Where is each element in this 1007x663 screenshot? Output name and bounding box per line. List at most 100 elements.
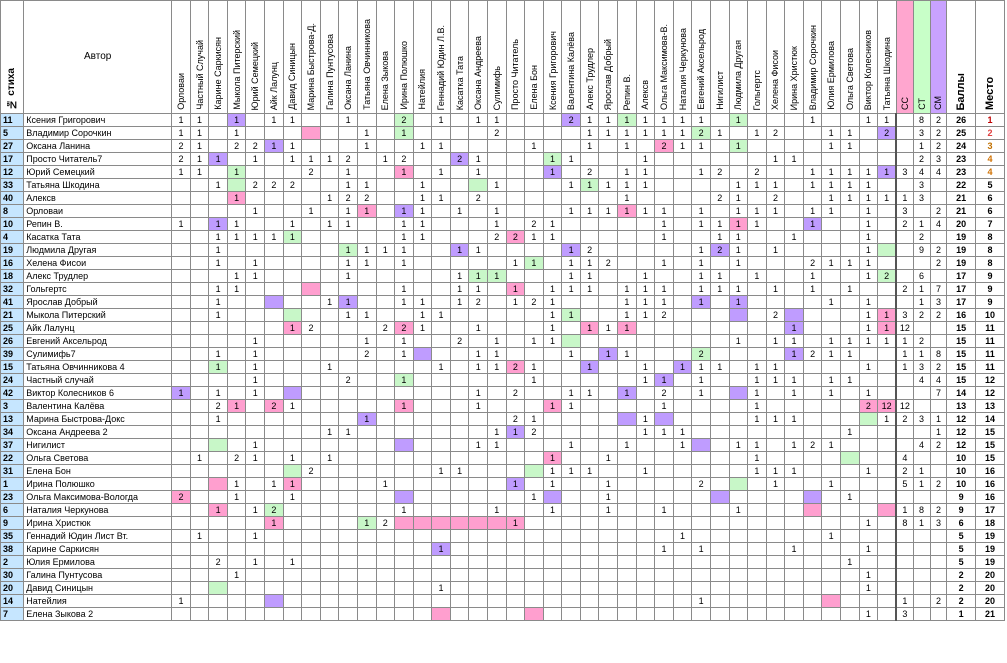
score-cell: 1: [486, 425, 507, 439]
score-cell: [821, 282, 841, 296]
score-cell: [301, 243, 321, 257]
ct-cell: 8: [912, 503, 931, 517]
score-cell: [245, 425, 266, 439]
score-cell: [747, 321, 767, 335]
score-cell: [412, 438, 433, 452]
score-cell: [319, 581, 340, 595]
score-cell: 2: [356, 347, 377, 361]
score-cell: [226, 373, 247, 387]
place-cell: 12: [974, 373, 1006, 387]
cc-cell: 2: [895, 217, 914, 231]
score-cell: [784, 425, 804, 439]
cc-cell: 1: [895, 594, 914, 608]
place-cell: 9: [974, 295, 1006, 309]
score-cell: [784, 581, 804, 595]
score-cell: [598, 282, 619, 296]
score-cell: [245, 516, 266, 530]
table-row: 32 Гольгертс 1 1 1 1 1 1 1 1 1 1 1 1 1 1 1 1 1 1 2 1 7 17 9: [0, 282, 1006, 296]
score-cell: [208, 321, 228, 335]
score-cell: 1: [858, 542, 879, 556]
score-cell: [394, 425, 414, 439]
score-cell: [449, 386, 470, 400]
score-cell: 2: [765, 308, 786, 322]
score-cell: [728, 152, 749, 166]
score-cell: [171, 542, 191, 556]
score-cell: [375, 334, 396, 348]
score-cell: [431, 529, 451, 543]
score-cell: [709, 347, 730, 361]
score-cell: 1: [208, 230, 228, 244]
score-cell: [171, 503, 191, 517]
score-cell: [338, 438, 358, 452]
score-cell: [375, 594, 396, 608]
table-row: 9 Ирина Христюк 1 1 2 1 1 8 1 3 6 18: [0, 516, 1006, 530]
table-row: 42 Виктор Колесников 6 1 1 1 1 2 1 1 1 2 1 1 1 1 1 7 14 12: [0, 386, 1006, 400]
row-number: 18: [0, 269, 25, 283]
header-judge: Галина Пунтусова: [319, 0, 340, 114]
place-cell: 11: [974, 334, 1006, 348]
score-cell: [542, 412, 563, 426]
score-cell: 1: [635, 425, 656, 439]
score-cell: [747, 191, 767, 205]
score-cell: 1: [319, 360, 340, 374]
score-cell: [226, 581, 247, 595]
score-cell: [635, 490, 656, 504]
score-cell: 1: [728, 113, 749, 127]
table-row: 14 Натейлия 1 1 1 2 2 20: [0, 594, 1006, 608]
score-cell: [189, 503, 210, 517]
score-cell: 1: [858, 568, 879, 582]
score-cell: 1: [245, 555, 266, 569]
score-cell: 1: [784, 230, 804, 244]
score-cell: 1: [765, 152, 786, 166]
score-cell: [691, 438, 711, 452]
score-cell: [784, 477, 804, 491]
points-cell: 13: [946, 399, 976, 413]
score-cell: 1: [691, 373, 711, 387]
score-cell: [486, 529, 507, 543]
score-cell: 1: [486, 113, 507, 127]
score-cell: [412, 373, 433, 387]
score-cell: 1: [245, 152, 266, 166]
score-cell: [282, 334, 303, 348]
score-cell: [301, 360, 321, 374]
score-cell: [319, 165, 340, 179]
row-number: 37: [0, 438, 25, 452]
score-cell: 1: [226, 191, 247, 205]
row-author: Орловаи: [23, 204, 173, 218]
score-cell: [505, 568, 526, 582]
place-cell: 21: [974, 607, 1006, 621]
score-cell: 1: [709, 269, 730, 283]
score-cell: [728, 581, 749, 595]
score-cell: [709, 386, 730, 400]
score-cell: 1: [282, 217, 303, 231]
row-number: 6: [0, 503, 25, 517]
row-author: Елена Зыкова 2: [23, 607, 173, 621]
score-cell: 1: [617, 165, 637, 179]
score-cell: [839, 321, 860, 335]
score-cell: [412, 503, 433, 517]
score-cell: [877, 373, 897, 387]
score-cell: [821, 308, 841, 322]
score-cell: [821, 594, 841, 608]
score-cell: [858, 282, 879, 296]
score-cell: [654, 477, 674, 491]
score-cell: 1: [449, 204, 470, 218]
score-cell: 1: [171, 386, 191, 400]
row-author: Геннадий Юдин Лист Вт.: [23, 529, 173, 543]
score-cell: 1: [226, 165, 247, 179]
score-cell: [319, 568, 340, 582]
score-cell: 1: [319, 217, 340, 231]
score-cell: 1: [542, 321, 563, 335]
score-cell: [282, 438, 303, 452]
score-cell: 1: [747, 217, 767, 231]
score-cell: [524, 555, 544, 569]
header-cc: СС: [895, 0, 914, 114]
score-cell: [765, 217, 786, 231]
score-cell: [802, 451, 823, 465]
score-cell: [468, 217, 488, 231]
header-judge: Нигилист: [709, 0, 730, 114]
score-cell: [375, 139, 396, 153]
score-cell: [208, 477, 228, 491]
score-cell: 1: [319, 451, 340, 465]
table-row: 34 Оксана Андреева 2 1 1 1 1 2 1 1 1 1 1 12 15: [0, 425, 1006, 439]
